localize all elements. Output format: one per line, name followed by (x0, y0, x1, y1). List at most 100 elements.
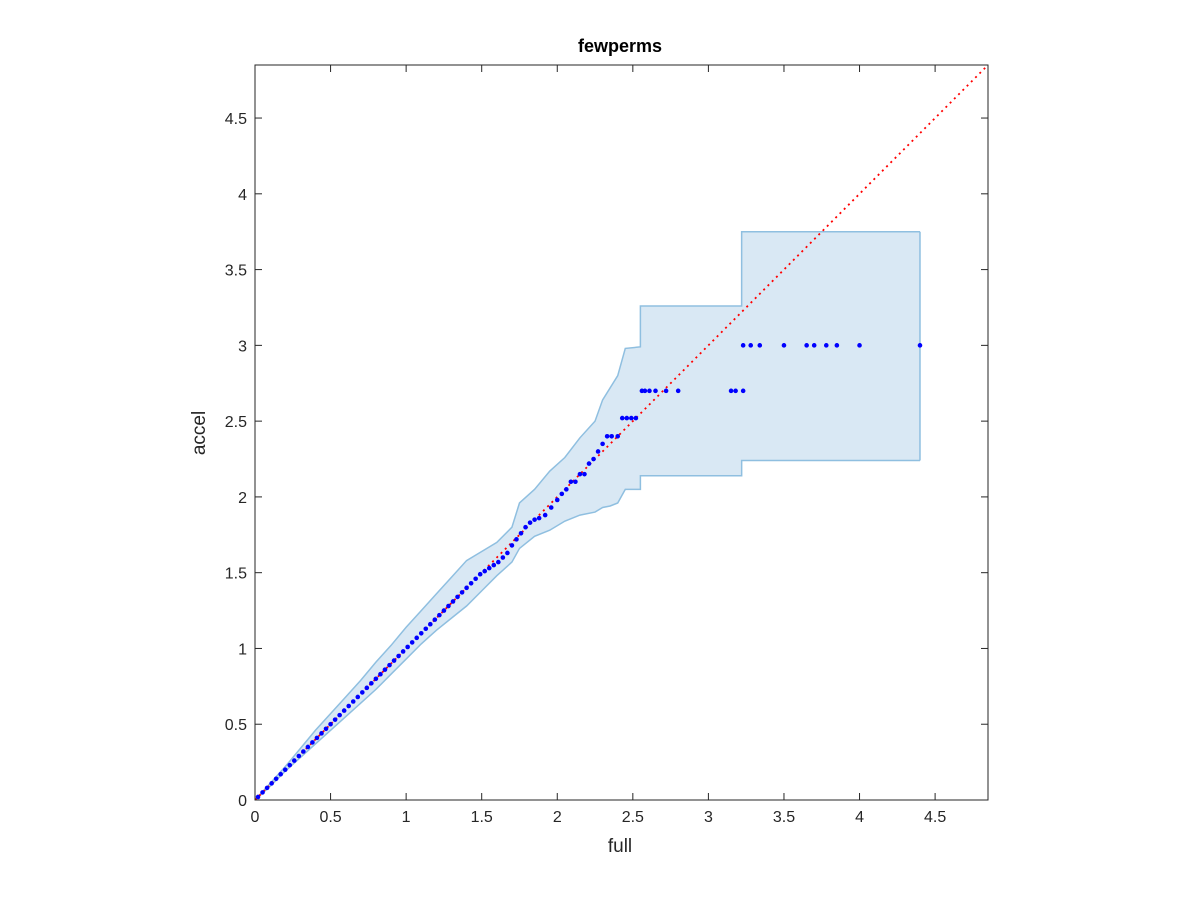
data-point (319, 731, 324, 736)
data-point (518, 530, 524, 536)
data-point (496, 559, 501, 565)
data-point (405, 644, 410, 650)
data-point (733, 388, 738, 394)
y-tick-label: 1.5 (225, 566, 247, 583)
y-axis-ticks: 0 0.5 1 1.5 2 2.5 3 3.5 4 4.5 (225, 111, 988, 810)
data-point (264, 785, 270, 791)
x-axis-ticks: 0 0.5 1 1.5 2 2.5 3 3.5 4 4.5 (251, 65, 946, 826)
data-point (748, 343, 754, 348)
data-point (604, 433, 610, 439)
data-point (450, 599, 456, 604)
data-point (459, 590, 465, 595)
data-point (624, 415, 630, 421)
data-point (314, 735, 320, 741)
data-point (441, 608, 447, 613)
data-point (269, 781, 274, 786)
data-point (323, 726, 329, 732)
data-point (273, 776, 279, 782)
data-point (857, 343, 862, 348)
data-point (409, 640, 415, 645)
data-point (477, 571, 483, 577)
data-point (486, 565, 492, 571)
y-axis-label: accel (189, 411, 210, 455)
data-point (675, 388, 681, 394)
data-point (355, 694, 361, 700)
data-point (455, 594, 460, 600)
y-tick-label: 2 (238, 490, 247, 507)
y-tick-label: 4.5 (225, 111, 247, 128)
data-point (728, 388, 734, 394)
data-point (523, 524, 528, 530)
data-point (577, 471, 583, 477)
data-point (396, 653, 401, 659)
data-point (609, 433, 614, 439)
data-point (740, 388, 746, 394)
data-point (917, 343, 923, 348)
data-point (564, 487, 569, 492)
data-point (586, 461, 592, 466)
x-axis-label: full (608, 836, 632, 857)
data-point (378, 671, 383, 677)
band-upper-edge (254, 230, 920, 801)
x-tick-label: 0.5 (319, 809, 341, 826)
data-points-group (255, 343, 923, 800)
data-point (615, 433, 621, 439)
data-point (527, 520, 533, 525)
data-point (629, 415, 634, 421)
data-point (468, 580, 474, 586)
data-point (663, 388, 669, 394)
x-tick-label: 2.5 (622, 809, 644, 826)
data-point (341, 708, 347, 713)
data-point (428, 621, 433, 627)
data-point (653, 388, 658, 394)
data-point (260, 790, 265, 795)
data-point (369, 681, 374, 686)
data-point (391, 658, 397, 663)
y-tick-label: 3.5 (225, 263, 247, 280)
data-point (834, 343, 840, 348)
confidence-band-fill (255, 231, 920, 800)
data-point (328, 721, 333, 727)
data-point (811, 343, 817, 348)
axes-box (254, 64, 989, 801)
data-point (600, 441, 605, 447)
data-point (823, 343, 829, 348)
data-point (432, 617, 438, 622)
y-tick-label: 2.5 (225, 414, 247, 431)
data-point (255, 794, 261, 800)
data-point (350, 699, 356, 704)
x-tick-label: 3 (704, 809, 713, 826)
data-point (482, 568, 488, 574)
data-point (740, 343, 746, 348)
data-point (301, 749, 306, 754)
data-point (473, 576, 478, 582)
data-point (446, 603, 451, 609)
data-point (509, 543, 515, 548)
data-point (414, 635, 420, 641)
chart-title: fewperms (578, 36, 662, 56)
data-point (757, 343, 763, 348)
reference-line (254, 64, 989, 801)
data-point (647, 388, 652, 394)
x-tick-label: 1 (402, 809, 411, 826)
data-point (514, 537, 519, 542)
data-point (633, 415, 639, 421)
data-point (619, 415, 625, 421)
data-point (278, 771, 283, 777)
data-point (532, 517, 537, 522)
data-point (573, 479, 578, 485)
data-point (491, 562, 497, 568)
data-point (464, 585, 469, 591)
data-point (332, 717, 338, 722)
band-lower-edge (254, 459, 920, 801)
x-tick-label: 0 (251, 809, 260, 826)
data-point (505, 550, 510, 556)
plot-frame (254, 64, 989, 801)
data-point (559, 491, 565, 497)
data-point (296, 753, 302, 759)
y-tick-label: 1 (238, 641, 247, 658)
x-tick-label: 4.5 (924, 809, 946, 826)
data-point (542, 512, 548, 518)
x-tick-label: 2 (553, 809, 562, 826)
data-point (287, 762, 293, 768)
